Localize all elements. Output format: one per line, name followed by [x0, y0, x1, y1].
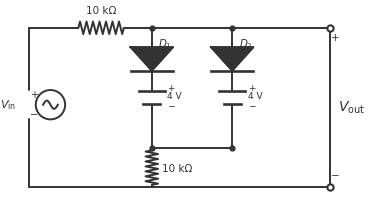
Text: 4 V: 4 V	[248, 92, 262, 101]
Polygon shape	[211, 47, 254, 71]
Text: −: −	[331, 171, 339, 181]
Text: $V_{\rm out}$: $V_{\rm out}$	[338, 99, 365, 116]
Text: +: +	[331, 33, 339, 43]
Polygon shape	[131, 47, 173, 71]
Text: $D_2$: $D_2$	[238, 38, 252, 51]
Text: +: +	[30, 90, 38, 100]
Text: 10 kΩ: 10 kΩ	[86, 6, 116, 16]
Text: +: +	[248, 84, 255, 93]
Text: $V_{\rm in}$: $V_{\rm in}$	[0, 98, 17, 112]
Text: −: −	[248, 101, 255, 110]
Text: +: +	[167, 84, 175, 93]
Text: −: −	[167, 101, 175, 110]
Text: $D_1$: $D_1$	[158, 38, 172, 51]
Text: −: −	[30, 110, 38, 120]
Text: 10 kΩ: 10 kΩ	[162, 164, 193, 174]
Text: 4 V: 4 V	[167, 92, 182, 101]
